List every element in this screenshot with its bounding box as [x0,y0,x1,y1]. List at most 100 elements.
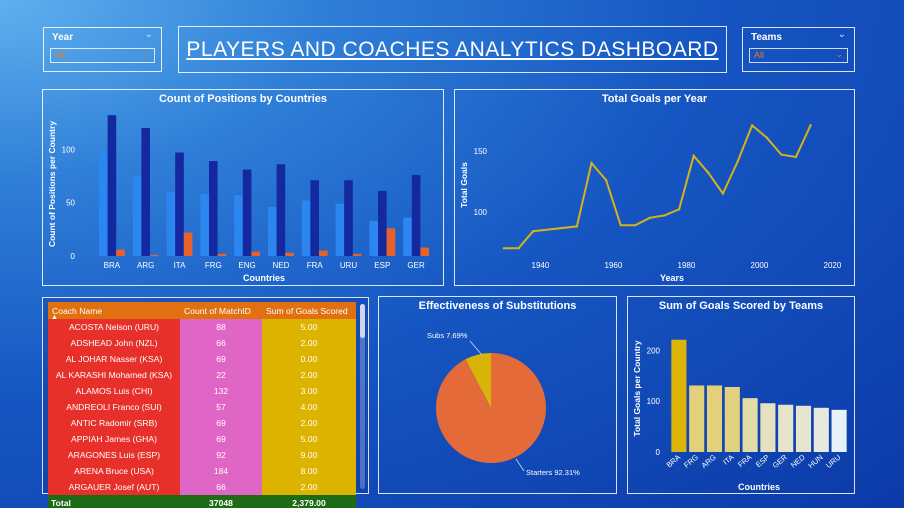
bar[interactable] [813,407,829,452]
bar[interactable] [107,115,117,256]
positions-chart-panel[interactable]: Count of Positions by Countries 0 50 100 Co… [42,89,444,286]
chevron-down-icon[interactable]: ⌄ [144,29,153,40]
chevron-down-icon[interactable]: ⌄ [837,29,846,40]
table-scrollbar[interactable] [360,304,365,489]
teams-chart-panel[interactable]: Sum of Goals Scored by Teams 0 100 200 Tota… [627,296,855,494]
bar[interactable] [378,190,387,256]
bar[interactable] [671,339,687,452]
bar[interactable] [403,217,412,256]
table-row[interactable]: ARAGONES Luis (ESP) 92 9.00 [48,447,356,463]
bar[interactable] [319,250,328,256]
goals-line-chart[interactable]: 100 150 1940 1960 1980 2000 2020 Total Goals Yea… [455,90,854,285]
chevron-down-icon[interactable]: ⌄ [835,49,843,59]
coaches-table-panel[interactable]: Coach Name ▲ Count of MatchID Sum of Goal… [42,297,369,508]
bar[interactable] [344,180,353,256]
bar[interactable] [369,220,378,256]
col-header-goals[interactable]: Sum of Goals Scored [262,302,356,319]
bar[interactable] [335,203,345,256]
data-point[interactable] [590,161,593,165]
teams-slicer[interactable]: Teams ⌄ All ⌄ [742,27,855,72]
data-point[interactable] [619,223,622,227]
bar[interactable] [242,169,252,256]
data-point[interactable] [502,247,506,250]
table-row[interactable]: ARGAUER Josef (AUT) 66 2.00 [48,479,356,495]
table-row[interactable]: ANDREOLI Franco (SUI) 57 4.00 [48,399,356,415]
bar[interactable] [724,386,740,452]
pie-slice[interactable] [436,353,546,463]
data-point[interactable] [736,160,739,164]
bar[interactable] [276,164,286,256]
data-point[interactable] [677,208,681,211]
data-point[interactable] [809,124,812,127]
bar[interactable] [116,249,125,256]
chevron-down-icon[interactable]: ⌄ [142,49,150,59]
table-row[interactable]: APPIAH James (GHA) 69 5.00 [48,431,356,447]
teams-dropdown[interactable]: All ⌄ [749,48,848,63]
data-point[interactable] [794,155,798,159]
leader-line[interactable] [515,458,525,472]
col-header-matches[interactable]: Count of MatchID [180,302,262,319]
data-point[interactable] [575,225,579,228]
data-point[interactable] [663,214,666,217]
table-row[interactable]: ALAMOS Luis (CHI) 132 3.00 [48,383,356,399]
bar[interactable] [141,128,150,256]
bar[interactable] [99,152,108,256]
bar[interactable] [234,195,243,256]
bar[interactable] [420,247,429,256]
data-point[interactable] [721,192,725,195]
leader-line[interactable] [469,340,483,356]
scrollbar-thumb[interactable] [360,304,365,338]
bar[interactable] [310,180,319,256]
table-row[interactable]: ANTIC Radomir (SRB) 69 2.00 [48,415,356,431]
data-point[interactable] [707,171,710,175]
year-slicer[interactable]: Year ⌄ All ⌄ [43,27,162,72]
pie-chart-panel[interactable]: Effectiveness of Substitutions Subs 7.69… [378,296,617,494]
table-row[interactable]: ADSHEAD John (NZL) 66 2.00 [48,335,356,351]
coach-name-cell: ARGAUER Josef (AUT) [48,479,180,495]
bar[interactable] [200,194,209,256]
bar[interactable] [706,385,723,452]
data-point[interactable] [604,178,608,182]
series-line[interactable] [503,123,812,250]
bar[interactable] [209,161,218,256]
bar[interactable] [742,398,758,452]
year-dropdown[interactable]: All ⌄ [50,48,155,63]
bar[interactable] [301,200,311,256]
goals-year-chart-panel[interactable]: Total Goals per Year 100 150 1940 1960 1980 2… [454,89,855,286]
bar[interactable] [831,409,847,452]
col-header-coach[interactable]: Coach Name ▲ [48,302,180,321]
bar[interactable] [689,385,705,452]
bar[interactable] [352,253,362,256]
data-point[interactable] [692,154,695,157]
substitutions-pie-chart[interactable]: Subs 7.69% Starters 92.31% [379,297,616,493]
table-row[interactable]: AL KARASHI Mohamed (KSA) 22 2.00 [48,367,356,383]
bar[interactable] [760,403,776,452]
pie-slice[interactable] [465,353,491,408]
data-point[interactable] [750,124,754,127]
data-point[interactable] [517,247,520,250]
data-point[interactable] [765,136,768,139]
sort-arrow-icon[interactable]: ▲ [51,314,58,321]
bar[interactable] [166,192,176,256]
bar[interactable] [386,228,396,256]
table-row[interactable]: ARENA Bruce (USA) 184 8.00 [48,463,356,479]
bar[interactable] [795,405,812,452]
table-row[interactable]: ACOSTA Nelson (URU) 88 5.00 [48,319,356,335]
teams-bar-chart[interactable]: 0 100 200 Total Goals per Country Countries B… [628,297,854,493]
data-point[interactable] [780,153,783,156]
data-point[interactable] [634,223,637,227]
bar[interactable] [132,176,142,256]
bar[interactable] [285,252,294,256]
bar[interactable] [778,404,794,452]
table-row[interactable]: AL JOHAR Nasser (KSA) 69 0.00 [48,351,356,367]
bar[interactable] [183,232,193,256]
bar[interactable] [268,206,277,256]
data-point[interactable] [531,230,535,233]
bar[interactable] [150,254,159,256]
data-point[interactable] [648,216,652,220]
bar[interactable] [217,253,227,256]
bar[interactable] [175,152,184,256]
bar[interactable] [251,251,260,256]
bar[interactable] [411,174,421,256]
